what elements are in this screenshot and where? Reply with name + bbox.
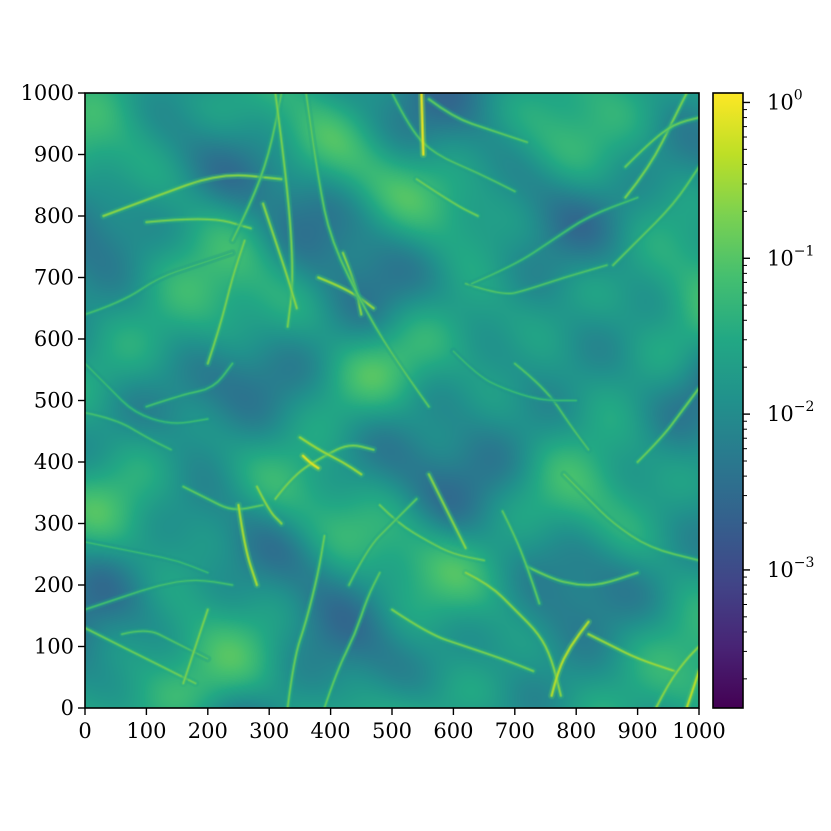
x-tick-label: 300 xyxy=(249,719,289,743)
y-tick-label: 200 xyxy=(34,573,74,597)
colorbar-tick-label: 10−3 xyxy=(767,555,814,582)
y-tick-label: 100 xyxy=(34,635,74,659)
colorbar-tick-exponent: −3 xyxy=(794,555,815,571)
colorbar-tick-label: 100 xyxy=(767,87,803,114)
y-tick-label: 500 xyxy=(34,389,74,413)
colorbar-tick-exponent: −1 xyxy=(794,243,815,259)
y-tick-label: 1000 xyxy=(21,81,74,105)
y-tick-label: 400 xyxy=(34,450,74,474)
x-tick-label: 100 xyxy=(126,719,166,743)
y-tick-label: 900 xyxy=(34,143,74,167)
colorbar-tick-exponent: −2 xyxy=(794,399,815,415)
colorbar-frame xyxy=(712,92,744,709)
colorbar-tick-exponent: 0 xyxy=(794,87,803,103)
y-tick-label: 700 xyxy=(34,266,74,290)
colorbar-tick-label: 10−1 xyxy=(767,243,814,270)
colorbar-tick-base: 10 xyxy=(767,246,794,270)
y-tick-label: 300 xyxy=(34,512,74,536)
colorbar-tick-base: 10 xyxy=(767,558,794,582)
colorbar-tick-base: 10 xyxy=(767,402,794,426)
x-tick-label: 800 xyxy=(556,719,596,743)
x-tick-label: 900 xyxy=(618,719,658,743)
x-tick-label: 600 xyxy=(433,719,473,743)
x-tick-label: 700 xyxy=(495,719,535,743)
x-tick-label: 400 xyxy=(311,719,351,743)
heatmap-canvas xyxy=(85,93,699,708)
x-tick-label: 1000 xyxy=(672,719,725,743)
colorbar-gradient xyxy=(713,93,743,708)
y-tick-label: 0 xyxy=(61,696,74,720)
x-axis: 0 100 200 300 400 500 600 700 800 900 1000 xyxy=(78,708,726,743)
x-tick-label: 500 xyxy=(372,719,412,743)
y-tick-label: 800 xyxy=(34,204,74,228)
colorbar-tick-base: 10 xyxy=(767,90,794,114)
x-tick-label: 0 xyxy=(78,719,91,743)
y-tick-label: 600 xyxy=(34,327,74,351)
x-tick-label: 200 xyxy=(188,719,228,743)
colorbar-tick-label: 10−2 xyxy=(767,399,814,426)
heatmap-plot-area xyxy=(84,92,700,709)
y-axis: 0 100 200 300 400 500 600 700 800 900 1000 xyxy=(21,81,85,720)
